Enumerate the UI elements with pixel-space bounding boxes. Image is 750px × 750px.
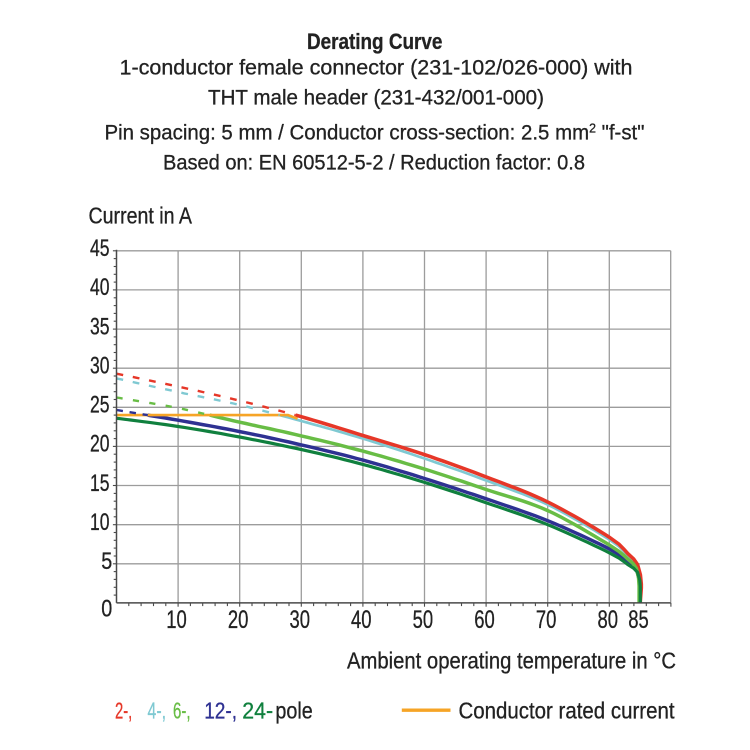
svg-text:Current in A: Current in A: [89, 202, 193, 228]
svg-text:20: 20: [228, 606, 249, 634]
svg-text:24-: 24-: [242, 697, 273, 723]
svg-text:4-,: 4-,: [148, 697, 167, 723]
svg-text:30: 30: [289, 606, 310, 634]
svg-text:Ambient operating temperature: Ambient operating temperature in °C: [347, 648, 676, 674]
svg-text:Conductor rated current: Conductor rated current: [459, 697, 676, 723]
svg-text:45: 45: [90, 235, 110, 262]
svg-text:2-,: 2-,: [115, 697, 132, 723]
svg-text:Based on: EN 60512-5-2 / Reduc: Based on: EN 60512-5-2 / Reduction facto…: [163, 150, 585, 174]
svg-text:40: 40: [351, 606, 372, 634]
svg-text:0: 0: [101, 595, 112, 622]
svg-text:70: 70: [536, 606, 557, 634]
svg-text:1-conductor female connector (: 1-conductor female connector (231-102/02…: [120, 56, 633, 80]
svg-text:40: 40: [90, 274, 110, 301]
svg-text:10: 10: [90, 509, 110, 536]
svg-text:Derating Curve: Derating Curve: [307, 29, 443, 54]
svg-text:85: 85: [628, 606, 649, 634]
svg-text:5: 5: [101, 548, 112, 575]
svg-text:Pin spacing: 5 mm / Conductor: Pin spacing: 5 mm / Conductor cross-sect…: [105, 120, 645, 144]
svg-text:pole: pole: [275, 697, 312, 723]
svg-text:30: 30: [90, 353, 110, 380]
svg-text:6-,: 6-,: [173, 697, 191, 723]
svg-text:50: 50: [413, 606, 434, 634]
svg-text:20: 20: [90, 431, 110, 458]
svg-text:THT male header (231-432/001-0: THT male header (231-432/001-000): [208, 86, 544, 110]
svg-text:10: 10: [166, 606, 187, 634]
svg-text:15: 15: [90, 470, 110, 497]
svg-text:80: 80: [597, 606, 618, 634]
svg-text:60: 60: [474, 606, 495, 634]
svg-text:25: 25: [90, 392, 110, 419]
svg-text:35: 35: [90, 313, 110, 340]
svg-text:12-,: 12-,: [204, 697, 237, 723]
